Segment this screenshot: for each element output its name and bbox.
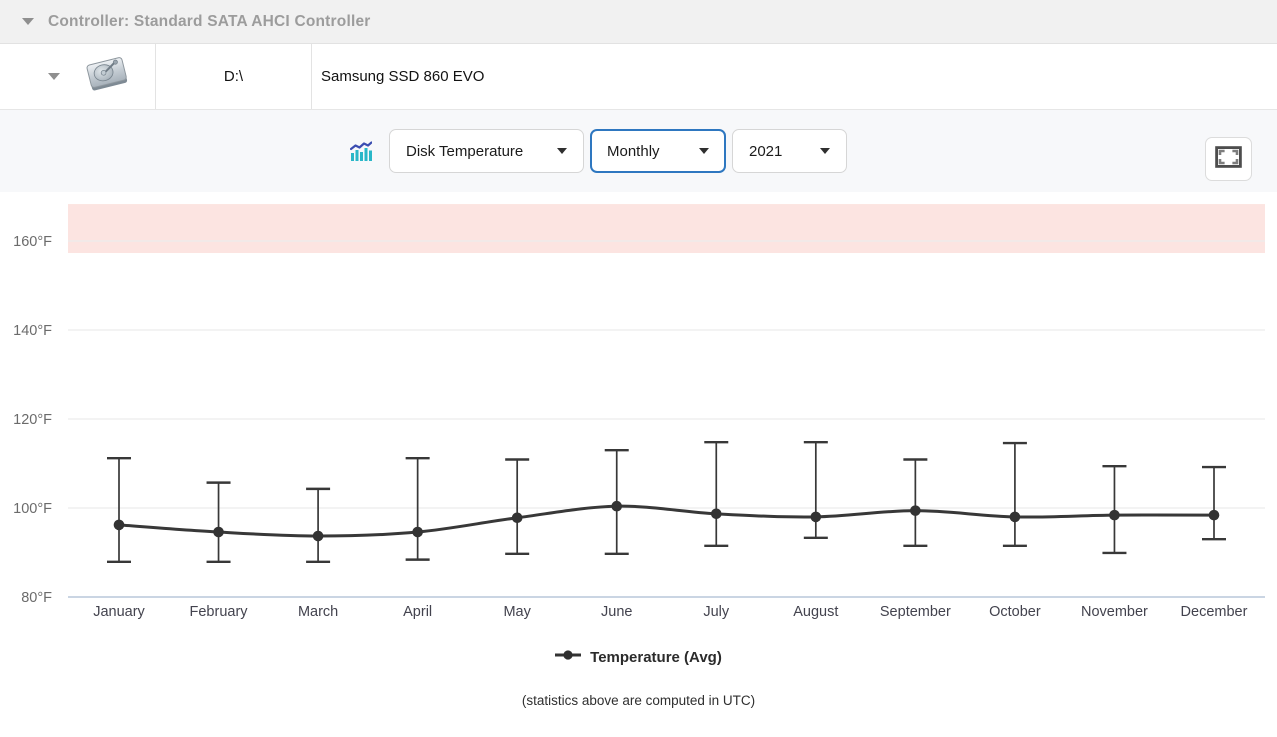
metric-select[interactable]: Disk Temperature	[389, 129, 584, 173]
svg-text:December: December	[1181, 604, 1248, 620]
chevron-down-icon	[557, 148, 567, 154]
temperature-chart[interactable]: 80°F 100°F 120°F 140°F 160°F January February M…	[0, 192, 1277, 642]
svg-text:November: November	[1081, 604, 1148, 620]
svg-text:April: April	[403, 604, 432, 620]
legend-label: Temperature (Avg)	[590, 648, 722, 666]
hard-drive-icon	[84, 54, 130, 99]
svg-text:140°F: 140°F	[13, 323, 52, 339]
period-select-value: Monthly	[607, 142, 660, 160]
disk-cell-expander	[0, 44, 156, 109]
controller-header: Controller: Standard SATA AHCI Controlle…	[0, 0, 1277, 44]
year-select-value: 2021	[749, 142, 783, 160]
caret-down-icon[interactable]	[48, 73, 60, 80]
chevron-down-icon	[699, 148, 709, 154]
svg-text:120°F: 120°F	[13, 412, 52, 428]
disk-model: Samsung SSD 860 EVO	[321, 68, 485, 85]
legend-item-temperature-avg[interactable]: Temperature (Avg)	[0, 645, 1277, 669]
svg-text:August: August	[793, 604, 838, 620]
svg-text:March: March	[298, 604, 338, 620]
stats-chart-icon	[350, 140, 372, 162]
line-dot-marker-icon	[555, 648, 582, 666]
controller-title: Controller: Standard SATA AHCI Controlle…	[48, 12, 371, 30]
svg-text:June: June	[601, 604, 632, 620]
utc-note: (statistics above are computed in UTC)	[521, 693, 756, 708]
svg-text:80°F: 80°F	[21, 590, 52, 606]
chart-area: 80°F 100°F 120°F 140°F 160°F January February M…	[0, 192, 1277, 708]
svg-text:October: October	[989, 604, 1041, 620]
caret-down-icon[interactable]	[22, 18, 34, 25]
svg-text:May: May	[503, 604, 531, 620]
disk-row[interactable]: D:\ Samsung SSD 860 EVO	[0, 44, 1277, 110]
metric-select-value: Disk Temperature	[406, 142, 524, 160]
fullscreen-button[interactable]	[1205, 137, 1252, 181]
year-select[interactable]: 2021	[732, 129, 847, 173]
period-select[interactable]: Monthly	[590, 129, 726, 173]
svg-text:100°F: 100°F	[13, 501, 52, 517]
chevron-down-icon	[820, 148, 830, 154]
svg-text:February: February	[190, 604, 249, 620]
svg-text:160°F: 160°F	[13, 234, 52, 250]
drive-letter: D:\	[156, 44, 312, 109]
fullscreen-icon	[1215, 145, 1242, 173]
svg-text:September: September	[880, 604, 951, 620]
svg-text:July: July	[703, 604, 730, 620]
chart-toolbar: Disk Temperature Monthly 2021	[0, 110, 1277, 192]
svg-text:January: January	[93, 604, 145, 620]
